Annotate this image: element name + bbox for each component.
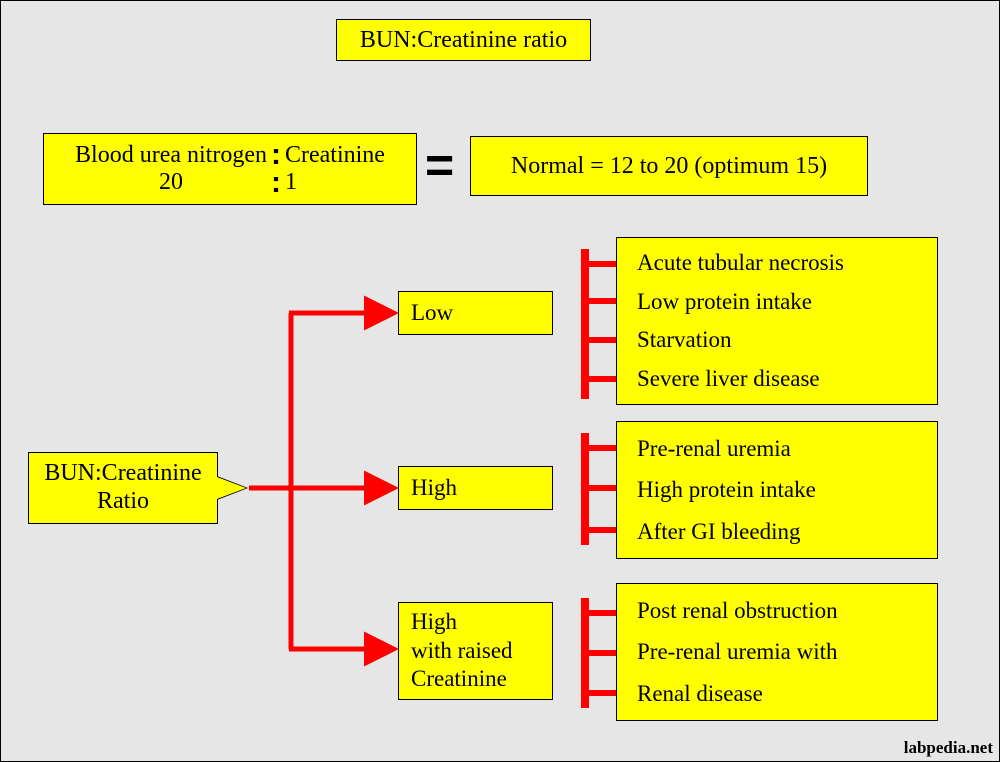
- high-item-1: High protein intake: [637, 474, 927, 506]
- formula-result-text: Normal = 12 to 20 (optimum 15): [511, 153, 827, 180]
- colon-2: :: [271, 169, 281, 198]
- high-raised-item-0: Post renal obstruction: [637, 595, 927, 627]
- diagram-canvas: BUN:Creatinine ratio Blood urea nitrogen…: [0, 0, 1000, 762]
- equals-sign: =: [425, 136, 452, 194]
- high-item-0: Pre-renal uremia: [637, 433, 927, 465]
- high-raised-line2: with raised: [411, 637, 513, 666]
- formula-left-box: Blood urea nitrogen 20 : : Creatinine 1: [43, 133, 417, 205]
- high-raised-item-2: Renal disease: [637, 678, 927, 710]
- root-line1: BUN:Creatinine: [44, 460, 201, 488]
- high-raised-item-1: Pre-renal uremia with: [637, 636, 927, 668]
- title-box: BUN:Creatinine ratio: [336, 19, 591, 61]
- bracket-high: [581, 433, 617, 545]
- formula-bun-value: 20: [159, 169, 183, 195]
- watermark: labpedia.net: [904, 738, 993, 758]
- root-node: BUN:Creatinine Ratio: [28, 452, 218, 524]
- low-item-0: Acute tubular necrosis: [637, 247, 927, 279]
- low-item-3: Severe liver disease: [637, 363, 927, 395]
- branch-high-label: High: [411, 475, 457, 501]
- bracket-high-raised: [581, 598, 617, 708]
- branch-high-raised-box: High with raised Creatinine: [398, 602, 553, 700]
- branch-high-box: High: [398, 466, 553, 510]
- title-text: BUN:Creatinine ratio: [360, 27, 567, 54]
- equals-text: =: [425, 137, 452, 193]
- list-high: Pre-renal uremia High protein intake Aft…: [616, 421, 938, 559]
- list-high-raised: Post renal obstruction Pre-renal uremia …: [616, 583, 938, 721]
- branch-low-box: Low: [398, 291, 553, 335]
- formula-creat-value: 1: [285, 169, 385, 196]
- colon-1: :: [271, 141, 281, 170]
- high-item-2: After GI bleeding: [637, 516, 927, 548]
- formula-creat-label: Creatinine: [285, 142, 385, 169]
- list-low: Acute tubular necrosis Low protein intak…: [616, 237, 938, 405]
- bracket-low: [581, 249, 617, 399]
- low-item-2: Starvation: [637, 324, 927, 356]
- formula-bun-label: Blood urea nitrogen: [75, 142, 267, 169]
- low-item-1: Low protein intake: [637, 286, 927, 318]
- formula-result-box: Normal = 12 to 20 (optimum 15): [470, 136, 868, 196]
- branch-low-label: Low: [411, 300, 453, 326]
- high-raised-line1: High: [411, 608, 457, 637]
- root-line2: Ratio: [97, 488, 149, 516]
- high-raised-line3: Creatinine: [411, 665, 507, 694]
